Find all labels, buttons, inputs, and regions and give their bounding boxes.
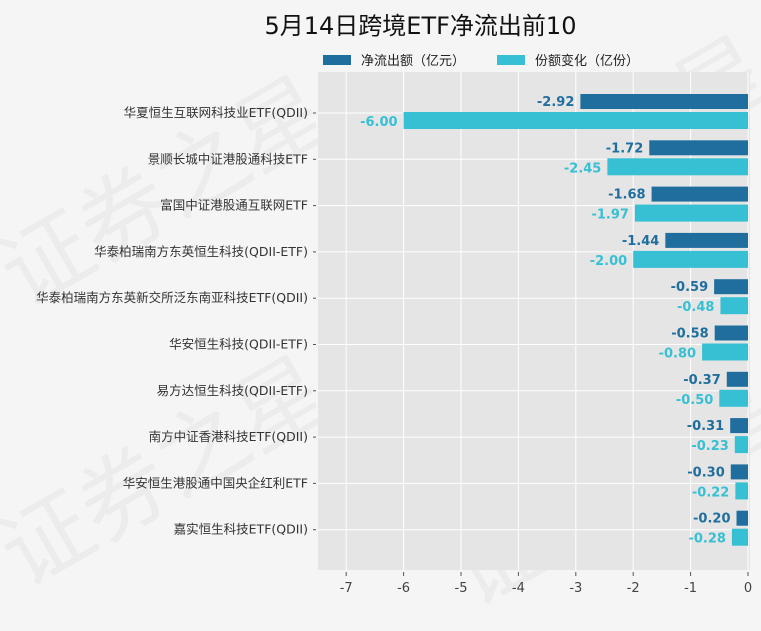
data-label: -0.30 <box>687 465 724 480</box>
bar-net-outflow <box>730 464 748 480</box>
x-tick-label: -6 <box>397 581 410 596</box>
bar-net-outflow <box>726 371 748 387</box>
bar-share-change <box>607 158 748 176</box>
data-label: -2.00 <box>590 254 627 269</box>
bar-share-change <box>720 297 748 315</box>
data-label: -1.97 <box>591 208 628 223</box>
chart: -7 -6 -5 -4 -3 -2 -1 0 华夏恒生互联网科技业ETF(QDII) -2.92 -… <box>36 72 752 596</box>
legend-swatch <box>323 54 351 65</box>
category-label: 景顺长城中证港股通科技ETF <box>148 151 308 166</box>
data-label: -0.37 <box>683 373 720 388</box>
data-label: -0.22 <box>692 485 729 500</box>
bar-net-outflow <box>730 418 748 434</box>
data-label: -6.00 <box>360 115 397 130</box>
legend-item-share-change: 份额变化（亿份） <box>497 50 639 69</box>
bar-share-change <box>719 389 748 407</box>
data-label: -0.28 <box>688 532 725 547</box>
data-label: -0.58 <box>671 327 708 342</box>
data-label: -1.72 <box>606 141 643 156</box>
x-tick-label: -4 <box>512 581 525 596</box>
data-label: -0.50 <box>676 393 713 408</box>
bar-share-change <box>633 250 748 268</box>
bar-net-outflow <box>649 140 748 156</box>
category-label: 富国中证港股通互联网ETF <box>160 198 308 213</box>
data-label: -1.44 <box>622 234 659 249</box>
category-label: 华泰柏瑞南方东英恒生科技(QDII-ETF) <box>94 244 308 259</box>
bar-net-outflow <box>580 94 748 109</box>
legend-item-net-outflow: 净流出额（亿元） <box>323 50 465 69</box>
data-label: -1.68 <box>608 188 645 203</box>
data-label: -2.92 <box>537 95 574 110</box>
category-label: 嘉实恒生科技ETF(QDII) <box>174 522 308 537</box>
category-label: 华安恒生科技(QDII-ETF) <box>169 337 308 352</box>
x-tick-label: -3 <box>569 581 582 596</box>
x-tick-label: -5 <box>455 581 468 596</box>
x-tick-label: -2 <box>627 581 640 596</box>
data-label: -2.45 <box>564 161 601 176</box>
data-label: -0.48 <box>677 300 714 315</box>
bar-share-change <box>403 112 748 129</box>
data-label: -0.80 <box>659 347 696 362</box>
category-label: 华安恒生港股通中国央企红利ETF <box>123 475 308 490</box>
bar-share-change <box>734 436 748 454</box>
bar-net-outflow <box>714 279 748 295</box>
legend-label: 份额变化（亿份） <box>535 54 640 69</box>
legend-swatch <box>497 54 525 65</box>
data-label: -0.59 <box>671 280 708 295</box>
data-label: -0.31 <box>687 419 724 434</box>
category-label: 易方达恒生科技(QDII-ETF) <box>157 383 308 398</box>
chart-title: 5月14日跨境ETF净流出前10 <box>264 12 577 40</box>
legend-label: 净流出额（亿元） <box>361 54 466 69</box>
bar-share-change <box>731 528 748 546</box>
data-label: -0.20 <box>693 512 730 527</box>
category-label: 华夏恒生互联网科技业ETF(QDII) <box>124 105 308 120</box>
data-label: -0.23 <box>691 439 728 454</box>
bar-net-outflow <box>665 232 748 248</box>
bar-net-outflow <box>714 325 748 341</box>
x-tick-label: 0 <box>744 581 752 596</box>
x-tick-label: -7 <box>340 581 353 596</box>
bar-share-change <box>702 343 748 361</box>
bar-share-change <box>634 204 748 222</box>
x-tick-label: -1 <box>684 581 697 596</box>
bar-net-outflow <box>736 510 748 526</box>
category-label: 南方中证香港科技ETF(QDII) <box>149 429 308 444</box>
category-label: 华泰柏瑞南方东英新交所泛东南亚科技ETF(QDII) <box>36 290 308 305</box>
bar-net-outflow <box>651 186 748 202</box>
bar-share-change <box>735 482 748 500</box>
